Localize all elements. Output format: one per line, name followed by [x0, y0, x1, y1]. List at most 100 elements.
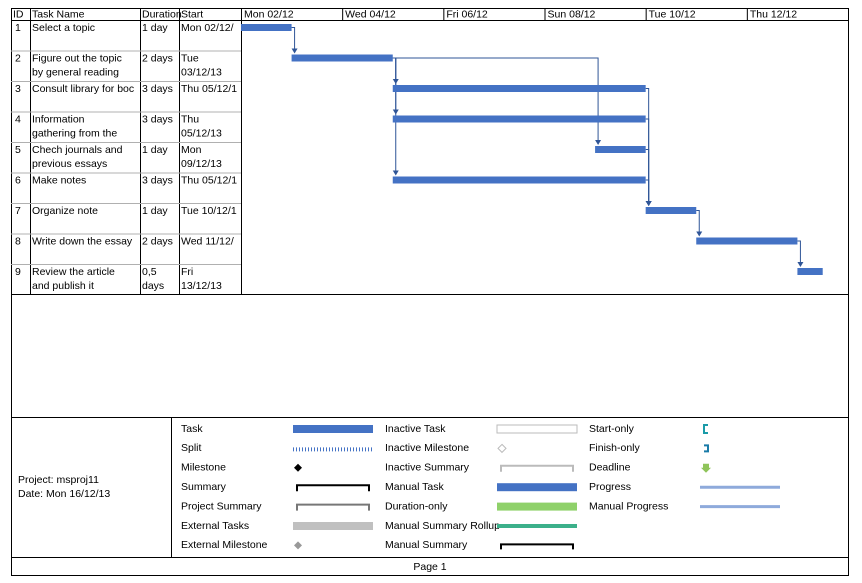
cell-text: Review the article: [32, 266, 115, 278]
cell-text: 0,5: [142, 266, 157, 278]
cell-text: 6: [15, 174, 21, 186]
sym: [497, 483, 577, 492]
legend-label: Finish-only: [589, 442, 641, 454]
cell-text: 03/12/13: [181, 66, 222, 78]
cell-text: Fri: [181, 266, 193, 278]
project-name: Project: msproj11: [18, 474, 99, 486]
link-arrow: [595, 140, 602, 145]
task-bar: [241, 24, 292, 31]
cell-text: 2 days: [142, 235, 173, 247]
cell-text: Information: [32, 113, 85, 125]
sym: [497, 502, 577, 511]
cell-text: Consult library for boc: [32, 83, 134, 95]
task-bar: [392, 115, 646, 123]
legend-label: Inactive Task: [385, 423, 446, 435]
column-header: Start: [181, 8, 203, 20]
legend-label: Manual Summary Rollup: [385, 520, 500, 532]
cell-text: Make notes: [32, 174, 86, 186]
cell-text: Chech journals and: [32, 144, 123, 156]
legend-label: Deadline: [589, 462, 631, 474]
timescale-label: Tue 10/12: [649, 8, 696, 20]
sym: [500, 464, 574, 472]
cell-text: Wed 11/12/: [181, 235, 234, 247]
cell-text: 2 days: [142, 52, 173, 64]
cell-text: 05/12/13: [181, 127, 222, 139]
legend-label: Duration-only: [385, 500, 448, 512]
cell-text: 5: [15, 144, 21, 156]
column-header: ID: [13, 8, 24, 20]
cell-text: gathering from the: [32, 127, 117, 139]
cell-text: previous essays: [32, 158, 107, 170]
sym: [294, 541, 302, 550]
page-number: Page 1: [413, 561, 446, 573]
task-bar: [392, 176, 646, 184]
project-date: Date: Mon 16/12/13: [18, 488, 110, 500]
link-arrow: [392, 170, 399, 176]
cell-text: 1 day: [142, 144, 168, 156]
link-arrow: [797, 262, 804, 267]
cell-text: 1: [15, 22, 21, 34]
cell-text: days: [142, 280, 164, 292]
sym: [704, 444, 709, 453]
legend-label: Inactive Summary: [385, 462, 470, 474]
cell-text: Select a topic: [32, 22, 95, 34]
cell-text: Write down the essay: [32, 235, 133, 247]
legend-label: Progress: [589, 481, 631, 493]
sym: [500, 543, 574, 550]
link-arrow: [696, 231, 703, 237]
dependency-link: [392, 57, 599, 141]
sym: [497, 443, 507, 454]
timescale-label: Mon 02/12: [244, 8, 294, 20]
task-bar: [392, 85, 646, 92]
legend-label: External Milestone: [181, 539, 268, 551]
cell-text: 1 day: [142, 22, 168, 34]
cell-text: 7: [15, 205, 21, 217]
legend-label: Project Summary: [181, 500, 262, 512]
task-bar: [291, 54, 393, 62]
cell-text: 8: [15, 235, 21, 247]
cell-text: 1 day: [142, 205, 168, 217]
cell-text: Thu 05/12/1: [181, 174, 237, 186]
sym: [497, 524, 577, 528]
task-bar: [696, 237, 798, 245]
sym: [496, 424, 578, 434]
legend-label: External Tasks: [181, 520, 249, 532]
sym: [296, 484, 370, 492]
legend-label: Milestone: [181, 462, 226, 474]
task-bar: [797, 268, 823, 275]
cell-text: 4: [15, 113, 21, 125]
legend-label: Start-only: [589, 423, 635, 435]
legend-label: Task: [181, 423, 203, 435]
dependency-link: [392, 57, 397, 172]
timescale-label: Wed 04/12: [345, 8, 396, 20]
legend-label: Manual Summary: [385, 539, 468, 551]
cell-text: Mon: [181, 144, 202, 156]
cell-text: Thu 05/12/1: [181, 83, 237, 95]
cell-text: 3 days: [142, 113, 173, 125]
sym: [701, 463, 711, 473]
timescale-label: Fri 06/12: [446, 8, 488, 20]
sym: [293, 522, 373, 530]
legend-label: Summary: [181, 481, 227, 493]
dependency-link: [291, 27, 296, 50]
task-bar: [645, 207, 697, 214]
cell-text: 9: [15, 266, 21, 278]
cell-text: Tue: [181, 52, 199, 64]
cell-text: Figure out the topic: [32, 52, 122, 64]
legend-label: Split: [181, 442, 202, 454]
timescale-label: Thu 12/12: [750, 8, 797, 20]
legend-label: Inactive Milestone: [385, 442, 469, 454]
cell-text: 09/12/13: [181, 158, 222, 170]
legend-label: Manual Task: [385, 481, 445, 493]
cell-text: 3 days: [142, 83, 173, 95]
cell-text: by general reading: [32, 66, 119, 78]
cell-text: 3: [15, 83, 21, 95]
sym: [294, 463, 302, 472]
cell-text: Organize note: [32, 205, 98, 217]
sym: [296, 503, 370, 511]
link-arrow: [291, 48, 298, 54]
column-header: Task Name: [32, 8, 85, 20]
dependency-link: [797, 240, 801, 263]
cell-text: 2: [15, 52, 21, 64]
